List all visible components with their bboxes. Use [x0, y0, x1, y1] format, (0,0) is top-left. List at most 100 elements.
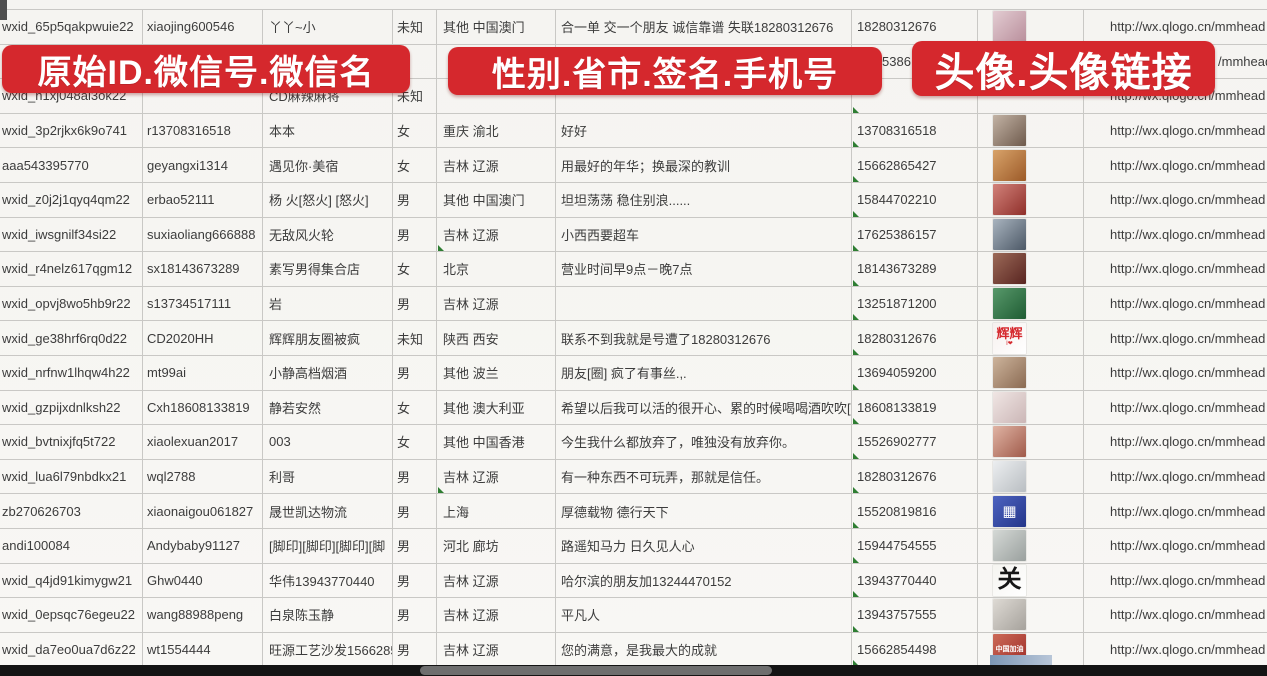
- cell-region[interactable]: 河北 廊坊: [437, 528, 556, 563]
- horizontal-scrollbar[interactable]: [0, 665, 1267, 676]
- cell-phone[interactable]: 18143673289: [852, 252, 978, 286]
- cell-wechat-name[interactable]: [脚印][脚印][脚印][脚: [263, 528, 393, 563]
- cell-avatar[interactable]: [978, 217, 1084, 252]
- cell-wechat-account[interactable]: xiaojing600546: [143, 10, 263, 44]
- cell-gender[interactable]: 未知: [393, 79, 437, 113]
- cell-wechat-account[interactable]: wql2788: [143, 459, 263, 494]
- cell-wechat-account[interactable]: s13734517111: [143, 286, 263, 321]
- cell-wechat-account[interactable]: Cxh18608133819: [143, 390, 263, 425]
- cell-avatar[interactable]: [978, 598, 1084, 632]
- cell-signature[interactable]: 营业时间早9点－晚7点: [556, 252, 852, 286]
- cell-wechat-account[interactable]: suxiaoliang666888: [143, 217, 263, 252]
- cell-gender[interactable]: 男: [393, 598, 437, 632]
- cell-phone[interactable]: 13943770440: [852, 563, 978, 598]
- cell-original-id[interactable]: wxid_3p2rjkx6k9o741: [0, 113, 143, 148]
- cell-wechat-account[interactable]: sx18143673289: [143, 252, 263, 286]
- cell-gender[interactable]: 男: [393, 632, 437, 667]
- cell-region[interactable]: 其他 中国澳门: [437, 10, 556, 44]
- cell-original-id[interactable]: wxid_q4jd91kimygw21: [0, 563, 143, 598]
- cell-signature[interactable]: 小西西要超车: [556, 217, 852, 252]
- cell-original-id[interactable]: wxid_da7eo0ua7d6z22: [0, 632, 143, 667]
- cell-avatar-url[interactable]: http://wx.qlogo.cn/mmhead: [1110, 641, 1266, 657]
- cell-avatar[interactable]: [978, 528, 1084, 563]
- cell-region[interactable]: 陕西 西安: [437, 321, 556, 355]
- cell-wechat-account[interactable]: [143, 79, 263, 113]
- cell-signature[interactable]: [556, 286, 852, 321]
- cell-avatar[interactable]: [978, 459, 1084, 494]
- cell-wechat-name[interactable]: 无敌风火轮: [263, 217, 393, 252]
- cell-region[interactable]: 吉林 辽源: [437, 286, 556, 321]
- cell-signature[interactable]: 坦坦荡荡 稳住别浪......: [556, 182, 852, 217]
- cell-gender[interactable]: 男: [393, 182, 437, 217]
- cell-original-id[interactable]: wxid_z0j2j1qyq4qm22: [0, 182, 143, 217]
- cell-original-id[interactable]: wxid_ge38hrf6rq0d22: [0, 321, 143, 355]
- cell-original-id[interactable]: wxid_opvj8wo5hb9r22: [0, 286, 143, 321]
- cell-gender[interactable]: 女: [393, 252, 437, 286]
- cell-avatar[interactable]: [978, 113, 1084, 148]
- cell-phone[interactable]: 13694059200: [852, 355, 978, 390]
- cell-phone[interactable]: 18280312676: [852, 321, 978, 355]
- cell-wechat-name[interactable]: 杨 火[怒火] [怒火]: [263, 182, 393, 217]
- cell-phone[interactable]: 15662865427: [852, 148, 978, 182]
- cell-avatar-url[interactable]: http://wx.qlogo.cn/mmhead: [1110, 19, 1266, 35]
- cell-gender[interactable]: 男: [393, 459, 437, 494]
- cell-avatar[interactable]: 关: [978, 563, 1084, 598]
- cell-wechat-name[interactable]: CD麻辣麻将: [263, 79, 393, 113]
- cell-avatar-url[interactable]: http://wx.qlogo.cn/mmhead: [1110, 607, 1266, 623]
- cell-wechat-account[interactable]: Andybaby91127: [143, 528, 263, 563]
- cell-avatar-url[interactable]: http://wx.qlogo.cn/mmhead: [1110, 572, 1266, 588]
- cell-avatar[interactable]: [978, 390, 1084, 425]
- cell-original-id[interactable]: wxid_gzpijxdnlksh22: [0, 390, 143, 425]
- cell-phone[interactable]: 17625386157: [852, 217, 978, 252]
- cell-region[interactable]: 北京: [437, 252, 556, 286]
- cell-wechat-name[interactable]: 丫丫~小: [263, 10, 393, 44]
- cell-signature[interactable]: 哈尔滨的朋友加13244470152: [556, 563, 852, 598]
- cell-avatar-url[interactable]: http://wx.qlogo.cn/mmhead: [1110, 469, 1266, 485]
- cell-wechat-name[interactable]: 遇见你·美宿: [263, 148, 393, 182]
- cell-region[interactable]: 上海: [437, 494, 556, 528]
- cell-original-id[interactable]: zb270626703: [0, 494, 143, 528]
- cell-gender[interactable]: 男: [393, 563, 437, 598]
- cell-avatar[interactable]: [978, 10, 1084, 44]
- cell-wechat-account[interactable]: xiaolexuan2017: [143, 425, 263, 459]
- cell-gender[interactable]: [393, 44, 437, 79]
- cell-signature[interactable]: 用最好的年华；换最深的教训: [556, 148, 852, 182]
- cell-phone[interactable]: 13251871200: [852, 286, 978, 321]
- cell-wechat-account[interactable]: wt1554444: [143, 632, 263, 667]
- cell-signature[interactable]: 您的满意，是我最大的成就: [556, 632, 852, 667]
- cell-wechat-name[interactable]: 本本: [263, 113, 393, 148]
- cell-wechat-name[interactable]: 白泉陈玉静: [263, 598, 393, 632]
- cell-wechat-name[interactable]: 素写男得集合店: [263, 252, 393, 286]
- cell-avatar-url[interactable]: /mmhead: [1218, 53, 1267, 69]
- cell-avatar-url[interactable]: http://wx.qlogo.cn/mmhead: [1110, 365, 1266, 381]
- cell-gender[interactable]: 未知: [393, 10, 437, 44]
- cell-signature[interactable]: 合一单 交一个朋友 诚信靠谱 失联18280312676: [556, 10, 852, 44]
- cell-signature[interactable]: 路遥知马力 日久见人心: [556, 528, 852, 563]
- cell-original-id[interactable]: wxid_bvtnixjfq5t722: [0, 425, 143, 459]
- cell-avatar-url[interactable]: http://wx.qlogo.cn/mmhead: [1110, 399, 1266, 415]
- cell-avatar[interactable]: ▦: [978, 494, 1084, 528]
- cell-signature[interactable]: 有一种东西不可玩弄，那就是信任。: [556, 459, 852, 494]
- cell-wechat-account[interactable]: mt99ai: [143, 355, 263, 390]
- cell-signature[interactable]: 希望以后我可以活的很开心、累的时候喝喝酒吹吹[: [556, 390, 852, 425]
- cell-phone[interactable]: 15520819816: [852, 494, 978, 528]
- cell-region[interactable]: 吉林 辽源: [437, 598, 556, 632]
- cell-gender[interactable]: 女: [393, 425, 437, 459]
- cell-avatar-url[interactable]: http://wx.qlogo.cn/mmhead: [1110, 226, 1266, 242]
- cell-signature[interactable]: 好好: [556, 113, 852, 148]
- cell-avatar-url[interactable]: http://wx.qlogo.cn/mmhead: [1110, 261, 1266, 277]
- cell-region[interactable]: 重庆 渝北: [437, 113, 556, 148]
- cell-phone[interactable]: 15944754555: [852, 528, 978, 563]
- cell-avatar-url[interactable]: http://wx.qlogo.cn/mmhead: [1110, 503, 1266, 519]
- cell-wechat-name[interactable]: 华伟13943770440: [263, 563, 393, 598]
- cell-phone[interactable]: 18280312676: [852, 459, 978, 494]
- cell-avatar-url[interactable]: http://wx.qlogo.cn/mmhead: [1110, 192, 1266, 208]
- cell-original-id[interactable]: wxid_lua6l79nbdkx21: [0, 459, 143, 494]
- cell-gender[interactable]: 未知: [393, 321, 437, 355]
- cell-gender[interactable]: 男: [393, 528, 437, 563]
- cell-wechat-account[interactable]: wang88988peng: [143, 598, 263, 632]
- cell-signature[interactable]: 厚德载物 德行天下: [556, 494, 852, 528]
- cell-original-id[interactable]: wxid_nrfnw1lhqw4h22: [0, 355, 143, 390]
- cell-wechat-account[interactable]: geyangxi1314: [143, 148, 263, 182]
- cell-wechat-name[interactable]: 小静高档烟酒: [263, 355, 393, 390]
